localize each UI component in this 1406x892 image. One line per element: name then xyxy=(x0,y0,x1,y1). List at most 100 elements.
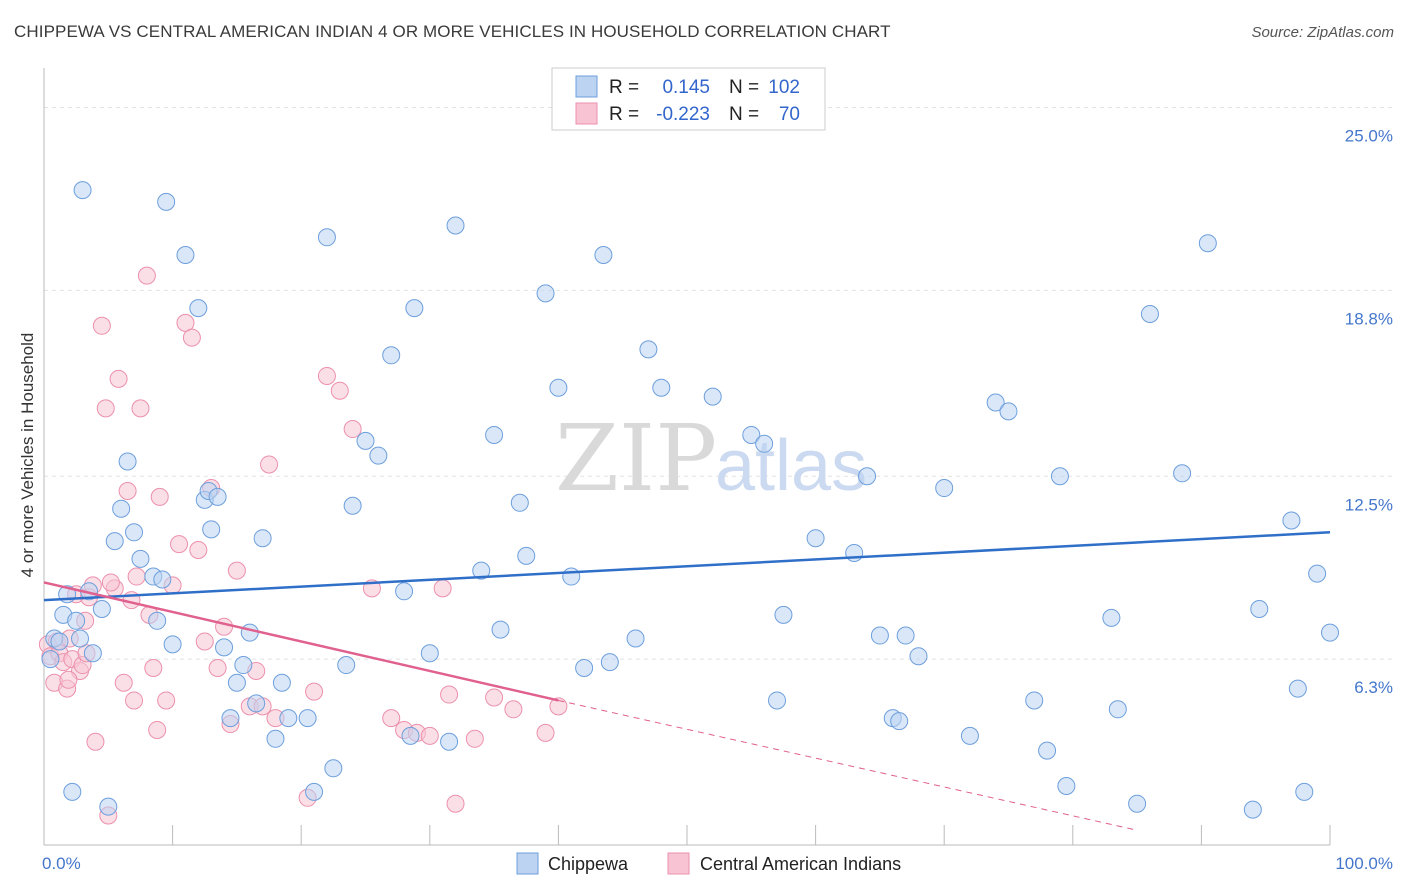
chippewa-point xyxy=(343,496,362,515)
chippewa-point xyxy=(305,782,324,801)
y-tick-label: 12.5% xyxy=(1345,495,1393,514)
central-point xyxy=(86,732,105,751)
chippewa-point xyxy=(562,567,581,586)
central-point xyxy=(382,709,401,728)
chippewa-point xyxy=(639,340,658,359)
chippewa-point xyxy=(1321,623,1339,642)
central-point xyxy=(536,723,555,742)
central-point xyxy=(549,697,568,716)
y-tick-label: 18.8% xyxy=(1345,309,1393,328)
central-point xyxy=(96,399,115,418)
chippewa-point xyxy=(870,626,889,645)
central-point xyxy=(170,535,189,554)
chippewa-point xyxy=(703,387,722,406)
chippewa-point xyxy=(131,549,150,568)
central-point xyxy=(330,381,349,400)
chippewa-point xyxy=(112,499,131,518)
legend-r-value-1: 0.145 xyxy=(662,77,710,98)
chippewa-point xyxy=(594,246,613,264)
chippewa-point xyxy=(446,216,465,235)
chippewa-point xyxy=(1282,511,1301,530)
legend-n-value-1: 102 xyxy=(768,77,800,98)
chippewa-point xyxy=(71,629,90,648)
chippewa-point xyxy=(960,726,979,745)
central-point xyxy=(195,632,214,651)
legend-r-label-2: R = xyxy=(609,104,639,125)
chippewa-point xyxy=(83,644,102,663)
chippewa-point xyxy=(208,487,227,506)
central-point xyxy=(504,700,523,719)
chippewa-point xyxy=(1295,782,1314,801)
chippewa-point xyxy=(163,635,182,654)
chippewa-point xyxy=(202,520,221,539)
central-trend-line xyxy=(43,581,559,702)
axes xyxy=(43,68,1331,846)
chippewa-point xyxy=(549,378,568,397)
bottom-legend-swatch-chippewa xyxy=(516,852,539,875)
central-point xyxy=(189,541,208,559)
chippewa-point xyxy=(1288,679,1307,698)
central-point xyxy=(420,726,439,745)
chippewa-point xyxy=(67,611,86,630)
y-tick-label: 6.3% xyxy=(1354,678,1393,697)
trend-lines xyxy=(43,531,1331,831)
bottom-legend-swatch-central xyxy=(667,852,690,875)
central-point xyxy=(317,366,336,385)
chart-title: CHIPPEWA VS CENTRAL AMERICAN INDIAN 4 OR… xyxy=(14,22,891,41)
chippewa-point xyxy=(247,694,266,713)
chippewa-point xyxy=(1025,691,1044,710)
chippewa-point xyxy=(1038,741,1057,760)
chippewa-point xyxy=(324,759,343,778)
chippewa-point xyxy=(890,712,909,731)
central-point xyxy=(148,720,167,739)
chippewa-point xyxy=(118,452,137,471)
chippewa-point xyxy=(626,629,645,648)
chippewa-point xyxy=(125,523,144,542)
chippewa-point xyxy=(1102,608,1121,627)
watermark-atlas: atlas xyxy=(715,426,867,506)
chippewa-point xyxy=(176,246,195,264)
central-point xyxy=(144,659,163,677)
chippewa-point xyxy=(382,346,401,365)
central-point xyxy=(440,685,459,704)
chippewa-point xyxy=(485,425,504,444)
chippewa-point xyxy=(986,393,1005,412)
chart-source: Source: ZipAtlas.com xyxy=(1251,24,1394,41)
chippewa-point xyxy=(1050,467,1069,486)
chippewa-point xyxy=(227,673,246,692)
chippewa-point xyxy=(1308,564,1327,583)
central-point xyxy=(59,670,78,689)
legend-swatch-central xyxy=(575,102,598,125)
watermark-zip: ZIP xyxy=(555,405,717,512)
y-tick-label: 25.0% xyxy=(1345,127,1393,146)
chippewa-point xyxy=(337,656,356,675)
x-tick-label: 0.0% xyxy=(42,854,81,873)
y-tick-labels: 6.3% 12.5% 18.8% 25.0% xyxy=(1345,127,1393,698)
chippewa-point xyxy=(50,632,69,651)
central-point xyxy=(150,487,169,506)
chippewa-point xyxy=(1128,794,1147,813)
chippewa-point xyxy=(253,529,272,548)
chippewa-point xyxy=(99,797,118,816)
chippewa-point xyxy=(279,709,298,728)
chippewa-point xyxy=(1250,600,1269,618)
chippewa-point xyxy=(420,644,439,663)
chippewa-point xyxy=(369,446,388,465)
chippewa-point xyxy=(148,611,167,630)
chippewa-point xyxy=(215,638,234,657)
legend-box: R = 0.145 N = 102 R = -0.223 N = 70 xyxy=(551,67,826,131)
chippewa-point xyxy=(1108,700,1127,719)
central-point xyxy=(215,617,234,636)
central-point xyxy=(92,316,111,335)
chippewa-point xyxy=(73,181,92,200)
legend-n-value-2: 70 xyxy=(779,104,800,125)
central-point xyxy=(433,579,452,598)
bottom-legend: Chippewa Central American Indians xyxy=(516,852,901,875)
chippewa-point xyxy=(517,546,536,565)
central-trend-extension xyxy=(558,699,1138,831)
chippewa-point xyxy=(401,726,420,745)
bottom-legend-central: Central American Indians xyxy=(700,854,901,874)
central-point xyxy=(227,561,246,580)
chippewa-point xyxy=(742,425,761,444)
